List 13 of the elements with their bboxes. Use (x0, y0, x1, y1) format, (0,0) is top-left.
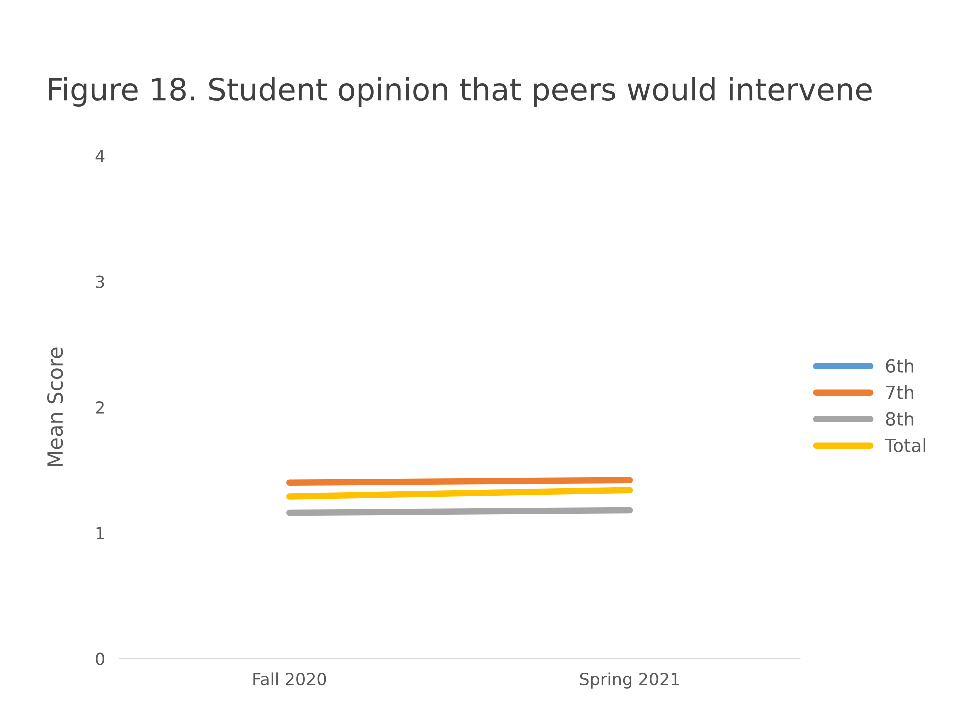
y-tick-label: 2 (96, 401, 104, 414)
x-tick-label: Fall 2020 (254, 672, 326, 686)
y-tick-label: 3 (96, 276, 104, 288)
y-tick-label: 1 (96, 527, 104, 540)
chart-title: Figure 18. Student opinion that peers would intervene (49, 77, 872, 107)
y-tick-label: 4 (96, 150, 105, 162)
legend-label: Total (884, 438, 926, 452)
legend-label: 7th (886, 385, 914, 400)
y-tick-label: 0 (96, 652, 105, 666)
legend-label: 8th (886, 412, 914, 426)
x-tick-label: Spring 2021 (580, 672, 680, 689)
legend-label: 6th (886, 358, 914, 373)
y-axis-title: Mean Score (47, 348, 64, 466)
